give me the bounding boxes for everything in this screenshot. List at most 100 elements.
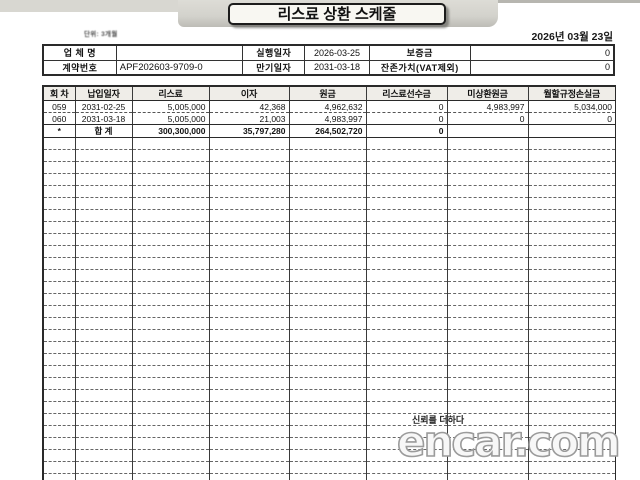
cell <box>208 209 289 222</box>
cell <box>527 209 616 222</box>
cell <box>527 137 616 150</box>
empty-row <box>43 317 616 330</box>
cell <box>208 269 289 282</box>
cell <box>43 185 75 198</box>
column-header: 월할규정손실금 <box>527 86 616 101</box>
cell: 4,983,997 <box>288 112 366 125</box>
cell <box>43 209 75 222</box>
cell <box>43 233 75 246</box>
cell <box>446 389 528 402</box>
cell <box>527 341 616 354</box>
cell <box>208 449 289 462</box>
cell <box>527 365 616 378</box>
cell <box>131 389 209 402</box>
cell <box>288 425 366 438</box>
cell <box>446 413 528 426</box>
cell <box>74 305 132 318</box>
cell <box>208 461 289 474</box>
cell <box>43 305 75 318</box>
empty-row <box>43 281 616 294</box>
cell <box>208 233 289 246</box>
cell <box>288 473 366 480</box>
cell <box>131 197 209 210</box>
deposit-label: 보증금 <box>368 44 471 61</box>
cell <box>446 197 528 210</box>
cell <box>208 161 289 174</box>
cell <box>527 124 616 138</box>
empty-row <box>43 269 616 282</box>
cell <box>446 281 528 294</box>
cell <box>446 149 528 162</box>
cell <box>365 449 447 462</box>
cell <box>74 185 132 198</box>
cell <box>288 269 366 282</box>
empty-row <box>43 245 616 258</box>
cell <box>74 269 132 282</box>
cell <box>288 437 366 450</box>
cell <box>288 197 366 210</box>
cell <box>365 437 447 450</box>
cell <box>446 233 528 246</box>
cell <box>527 245 616 258</box>
cell <box>527 221 616 234</box>
cell <box>208 257 289 270</box>
cell <box>365 281 447 294</box>
page-title: 리스료 상환 스케줄 <box>228 3 446 25</box>
cell <box>527 329 616 342</box>
empty-row <box>43 329 616 342</box>
cell <box>446 173 528 186</box>
cell: 059 <box>43 100 75 113</box>
cell <box>446 449 528 462</box>
cell <box>43 293 75 306</box>
cell <box>74 197 132 210</box>
cell <box>365 185 447 198</box>
watermark-slogan: 신뢰를 더하다 <box>412 415 465 425</box>
cell <box>446 425 528 438</box>
cell <box>446 245 528 258</box>
cell <box>446 269 528 282</box>
cell <box>131 401 209 414</box>
cell <box>288 329 366 342</box>
cell <box>527 389 616 402</box>
table-row: 059 2031-02-25 5,005,000 42,368 4,962,632 0 4,… <box>43 100 616 113</box>
cell: 21,003 <box>208 112 289 125</box>
cell <box>74 173 132 186</box>
cell <box>288 149 366 162</box>
cell <box>365 365 447 378</box>
column-header: 원금 <box>288 86 366 101</box>
cell <box>208 425 289 438</box>
cell <box>288 173 366 186</box>
residual-label: 잔존가치(VAT제외) <box>368 59 471 76</box>
cell <box>74 329 132 342</box>
cell <box>43 221 75 234</box>
cell <box>43 281 75 294</box>
cell <box>288 353 366 366</box>
cell <box>365 353 447 366</box>
cell <box>131 257 209 270</box>
cell <box>74 461 132 474</box>
empty-row <box>43 209 616 222</box>
cell <box>131 437 209 450</box>
info-row-2: 계약번호 APF202603-9709-0 만기일자 2031-03-18 잔존… <box>42 59 615 76</box>
maturity-date-label: 만기일자 <box>242 59 306 76</box>
residual-value: 0 <box>469 59 615 76</box>
watermark-brand-logo: encar.com <box>396 416 621 467</box>
cell <box>288 221 366 234</box>
cell <box>288 185 366 198</box>
empty-row <box>43 425 616 438</box>
cell <box>365 257 447 270</box>
cell: 5,005,000 <box>131 112 209 125</box>
cell <box>527 305 616 318</box>
cell: 300,300,000 <box>131 124 209 138</box>
cell <box>74 473 132 480</box>
cell <box>365 401 447 414</box>
cell <box>131 173 209 186</box>
cell <box>288 245 366 258</box>
cell <box>131 149 209 162</box>
cell <box>527 353 616 366</box>
info-table: 업 체 명 실행일자 2026-03-25 보증금 0 계약번호 APF2026… <box>42 44 615 76</box>
cell <box>43 401 75 414</box>
cell <box>446 293 528 306</box>
cell: * <box>43 124 75 138</box>
cell <box>43 377 75 390</box>
